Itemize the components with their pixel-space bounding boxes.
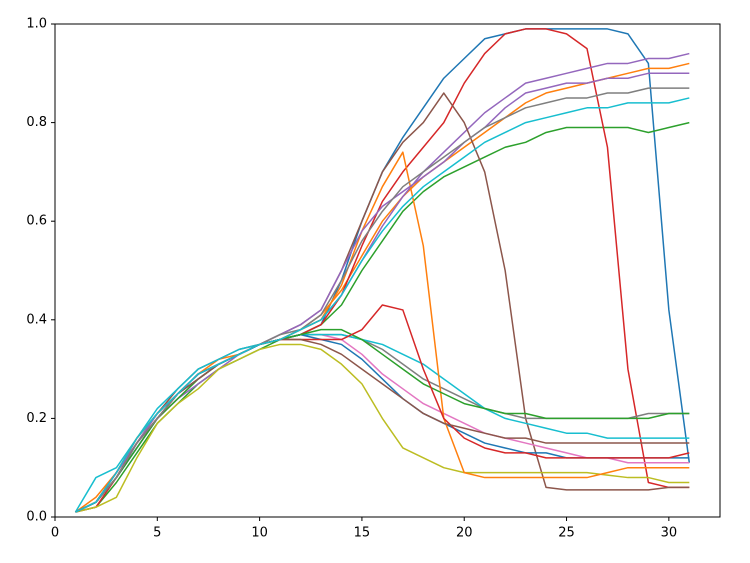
series-line bbox=[75, 338, 690, 513]
series-line bbox=[75, 87, 690, 513]
x-tick-label: 30 bbox=[661, 526, 678, 541]
y-tick-label: 1.0 bbox=[26, 17, 47, 32]
y-tick-label: 0.0 bbox=[26, 510, 47, 525]
series-line bbox=[75, 333, 690, 513]
y-tick-label: 0.4 bbox=[26, 312, 47, 327]
x-tick-label: 10 bbox=[251, 526, 268, 541]
plot-frame bbox=[54, 23, 721, 518]
series-line bbox=[75, 92, 690, 513]
series-line bbox=[75, 333, 690, 513]
series-line bbox=[75, 28, 690, 513]
x-tick-label: 25 bbox=[558, 526, 575, 541]
series-line bbox=[75, 72, 690, 513]
x-tick-label: 20 bbox=[456, 526, 473, 541]
x-tick-label: 0 bbox=[51, 526, 59, 541]
series-line bbox=[75, 97, 690, 513]
y-tick-label: 0.6 bbox=[26, 214, 47, 229]
x-tick-label: 15 bbox=[354, 526, 371, 541]
series-line bbox=[75, 62, 690, 513]
y-tick-label: 0.8 bbox=[26, 115, 47, 130]
series-line bbox=[75, 333, 690, 513]
series-line bbox=[75, 343, 690, 513]
series-line bbox=[75, 328, 690, 513]
series-line bbox=[75, 121, 690, 513]
x-tick-label: 5 bbox=[153, 526, 161, 541]
y-tick-label: 0.2 bbox=[26, 411, 47, 426]
series-line bbox=[74, 333, 690, 513]
